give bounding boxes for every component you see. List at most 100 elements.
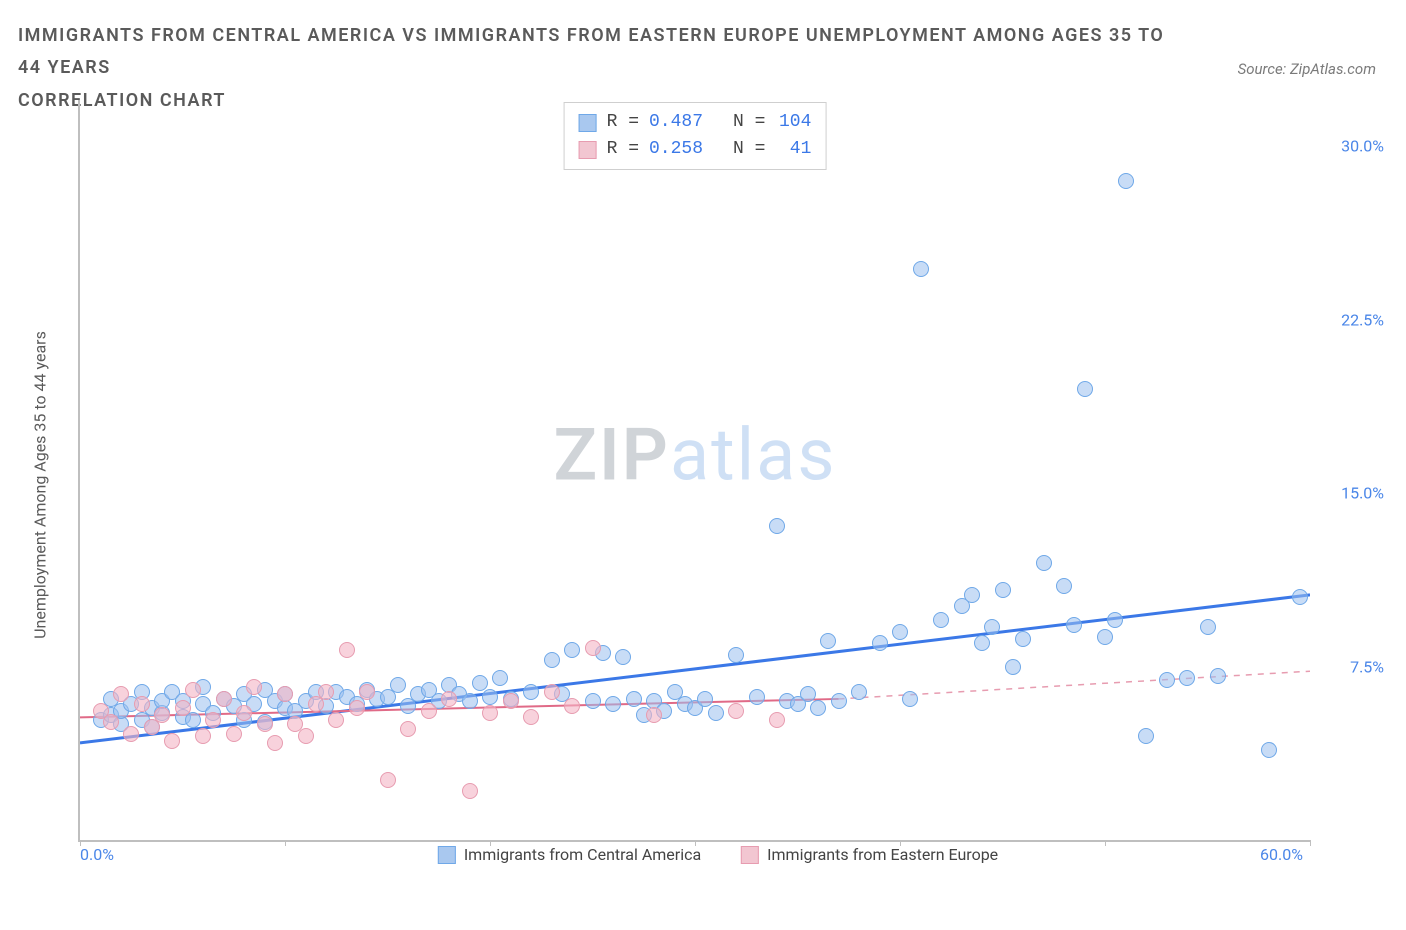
- data-point: [226, 726, 242, 742]
- data-point: [1077, 381, 1093, 397]
- data-point: [615, 649, 631, 665]
- data-point: [441, 691, 457, 707]
- legend-label: Immigrants from Eastern Europe: [767, 845, 998, 864]
- data-point: [995, 582, 1011, 598]
- data-point: [1107, 612, 1123, 628]
- legend-label: Immigrants from Central America: [464, 845, 701, 864]
- data-point: [492, 670, 508, 686]
- x-tick-label: 0.0%: [80, 845, 114, 864]
- data-point: [175, 700, 191, 716]
- data-point: [1118, 173, 1134, 189]
- data-point: [1097, 629, 1113, 645]
- data-point: [113, 686, 129, 702]
- data-point: [185, 682, 201, 698]
- data-point: [1056, 578, 1072, 594]
- data-point: [1005, 659, 1021, 675]
- legend-swatch: [741, 846, 759, 864]
- data-point: [585, 693, 601, 709]
- data-point: [134, 696, 150, 712]
- data-point: [1159, 672, 1175, 688]
- r-value: 0.487: [649, 109, 703, 136]
- watermark: ZIPatlas: [553, 413, 836, 498]
- data-point: [544, 652, 560, 668]
- data-point: [810, 700, 826, 716]
- data-point: [984, 619, 1000, 635]
- x-tick: [1310, 840, 1311, 846]
- data-point: [462, 783, 478, 799]
- data-point: [728, 647, 744, 663]
- data-point: [708, 705, 724, 721]
- legend-item: Immigrants from Central America: [438, 845, 701, 864]
- y-tick-label: 30.0%: [1341, 137, 1384, 156]
- x-tick: [285, 840, 286, 846]
- data-point: [318, 684, 334, 700]
- data-point: [902, 691, 918, 707]
- watermark-atlas: atlas: [670, 413, 837, 498]
- data-point: [1292, 589, 1308, 605]
- r-label: R =: [607, 109, 639, 136]
- data-point: [769, 712, 785, 728]
- r-value: 0.258: [649, 136, 703, 163]
- data-point: [1138, 728, 1154, 744]
- data-point: [523, 684, 539, 700]
- data-point: [236, 705, 252, 721]
- data-point: [164, 733, 180, 749]
- data-point: [800, 686, 816, 702]
- data-point: [328, 712, 344, 728]
- scatter-plot: ZIPatlas R =0.487N =104R =0.258N = 41 7.…: [78, 100, 1310, 842]
- y-tick-label: 15.0%: [1341, 484, 1384, 503]
- x-tick: [1105, 840, 1106, 846]
- data-point: [769, 518, 785, 534]
- data-point: [872, 635, 888, 651]
- data-point: [728, 703, 744, 719]
- data-point: [359, 684, 375, 700]
- data-point: [482, 705, 498, 721]
- data-point: [339, 642, 355, 658]
- data-point: [933, 612, 949, 628]
- data-point: [564, 642, 580, 658]
- stats-row: R = 0.487 N = 104: [579, 109, 812, 136]
- y-tick-label: 22.5%: [1341, 310, 1384, 329]
- data-point: [974, 635, 990, 651]
- data-point: [390, 677, 406, 693]
- data-point: [851, 684, 867, 700]
- n-label: N =: [733, 109, 765, 136]
- y-tick-label: 7.5%: [1350, 657, 1384, 676]
- data-point: [1261, 742, 1277, 758]
- data-point: [626, 691, 642, 707]
- data-point: [820, 633, 836, 649]
- legend-swatch: [438, 846, 456, 864]
- data-point: [913, 261, 929, 277]
- data-point: [349, 700, 365, 716]
- data-point: [1066, 617, 1082, 633]
- data-point: [103, 714, 119, 730]
- data-point: [257, 716, 273, 732]
- data-point: [205, 712, 221, 728]
- data-point: [1200, 619, 1216, 635]
- n-value: 41: [775, 136, 811, 163]
- watermark-zip: ZIP: [553, 413, 669, 498]
- data-point: [298, 728, 314, 744]
- n-label: N =: [733, 136, 765, 163]
- data-point: [1179, 670, 1195, 686]
- chart-title-line1: IMMIGRANTS FROM CENTRAL AMERICA VS IMMIG…: [18, 20, 1186, 85]
- data-point: [472, 675, 488, 691]
- data-point: [564, 698, 580, 714]
- data-point: [697, 691, 713, 707]
- data-point: [1036, 555, 1052, 571]
- n-value: 104: [775, 109, 811, 136]
- data-point: [892, 624, 908, 640]
- data-point: [246, 679, 262, 695]
- data-point: [523, 709, 539, 725]
- data-point: [267, 735, 283, 751]
- data-point: [831, 693, 847, 709]
- chart-area: Unemployment Among Ages 35 to 44 years Z…: [50, 100, 1386, 870]
- bottom-legend: Immigrants from Central America Immigrant…: [438, 845, 998, 864]
- legend-item: Immigrants from Eastern Europe: [741, 845, 998, 864]
- r-label: R =: [607, 136, 639, 163]
- data-point: [544, 684, 560, 700]
- legend-swatch: [579, 114, 597, 132]
- data-point: [462, 693, 478, 709]
- y-axis-label: Unemployment Among Ages 35 to 44 years: [31, 331, 50, 639]
- data-point: [749, 689, 765, 705]
